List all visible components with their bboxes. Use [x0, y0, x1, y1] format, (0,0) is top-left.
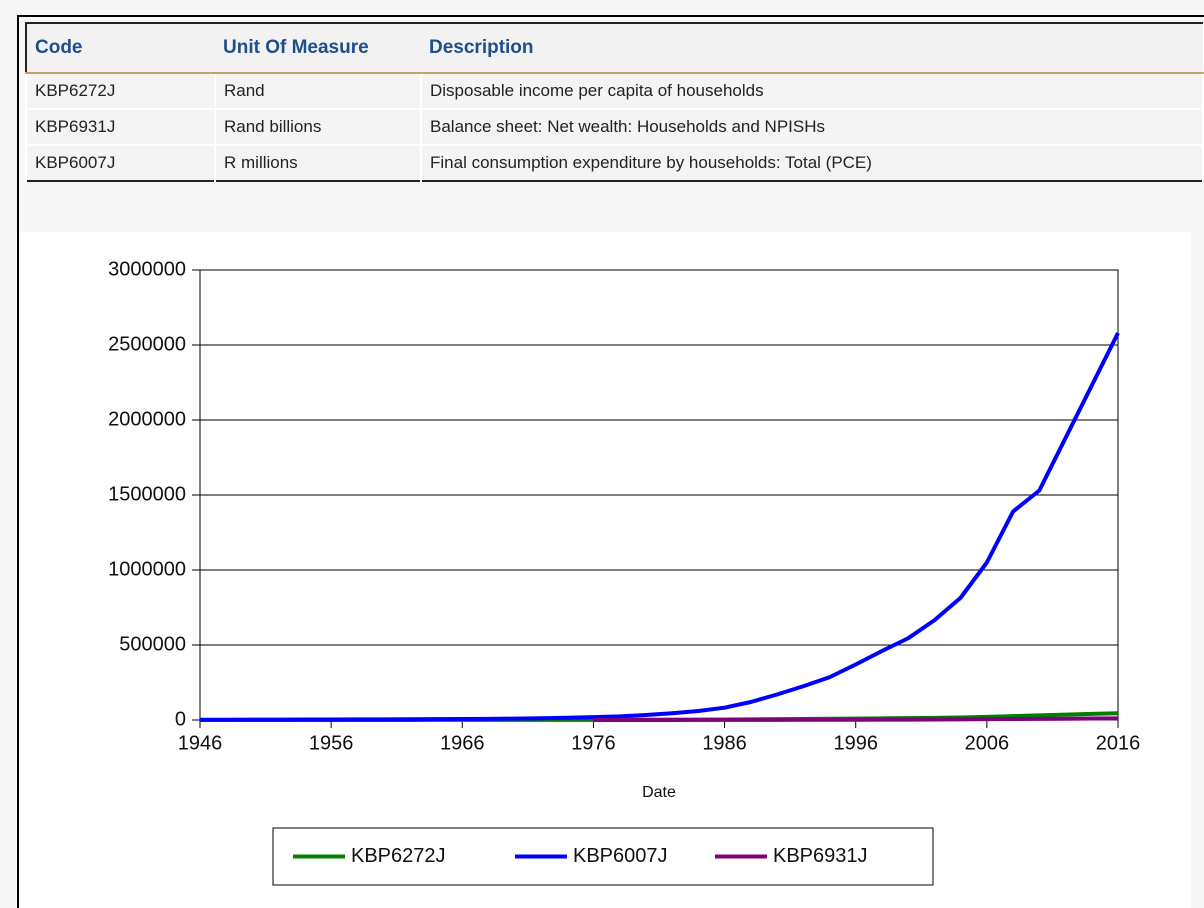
cell: Disposable income per capita of househol… — [420, 72, 1204, 110]
legend-label: KBP6931J — [773, 845, 868, 867]
x-tick-label: 1986 — [702, 732, 747, 754]
row: KBP6007J R millions Final consumption expe… — [25, 144, 1204, 182]
cell: KBP6931J — [25, 108, 216, 146]
legend-label: KBP6007J — [573, 845, 668, 867]
cell: KBP6272J — [25, 72, 216, 110]
x-tick-label: 1946 — [178, 732, 223, 754]
cell: Final consumption expenditure by househo… — [420, 144, 1204, 182]
y-tick-label: 2000000 — [108, 408, 186, 430]
cell: KBP6007J — [25, 144, 216, 182]
series-line — [199, 332, 1120, 722]
legend-box — [272, 827, 934, 886]
header-row: Code Unit Of Measure Description — [26, 23, 1203, 74]
header-cell: Unit Of Measure — [215, 23, 421, 74]
x-axis-label: Date — [642, 784, 676, 801]
cell: Balance sheet: Net wealth: Households an… — [420, 108, 1204, 146]
y-tick-label: 2500000 — [108, 333, 186, 355]
frame — [17, 15, 1204, 908]
x-tick-label: 2016 — [1096, 732, 1141, 754]
legend-label: KBP6272J — [351, 845, 446, 867]
row: KBP6931J Rand billions Balance sheet: Net … — [25, 108, 1204, 146]
y-tick-label: 1500000 — [108, 483, 186, 505]
y-tick-label: 1000000 — [108, 558, 186, 580]
series-table: Code Unit Of Measure Description KBP6272… — [25, 22, 1204, 182]
cell: R millions — [214, 144, 422, 182]
series-line — [593, 716, 1119, 722]
x-tick-label: 2006 — [965, 732, 1010, 754]
x-tick-label: 1966 — [440, 732, 485, 754]
header-cell: Code — [26, 23, 215, 74]
row: KBP6272J Rand Disposable income per capita… — [25, 72, 1204, 110]
cell: Rand — [214, 72, 422, 110]
y-tick-label: 0 — [175, 708, 186, 730]
header-cell: Description — [421, 23, 1203, 74]
y-tick-label: 500000 — [119, 633, 186, 655]
y-tick-label: 3000000 — [108, 258, 186, 280]
x-tick-label: 1996 — [833, 732, 878, 754]
cell: Rand billions — [214, 108, 422, 146]
x-tick-label: 1976 — [571, 732, 616, 754]
x-tick-label: 1956 — [309, 732, 354, 754]
chart: Date 0 500000 1000000 1500000 2000000 2500000… — [19, 232, 1191, 908]
